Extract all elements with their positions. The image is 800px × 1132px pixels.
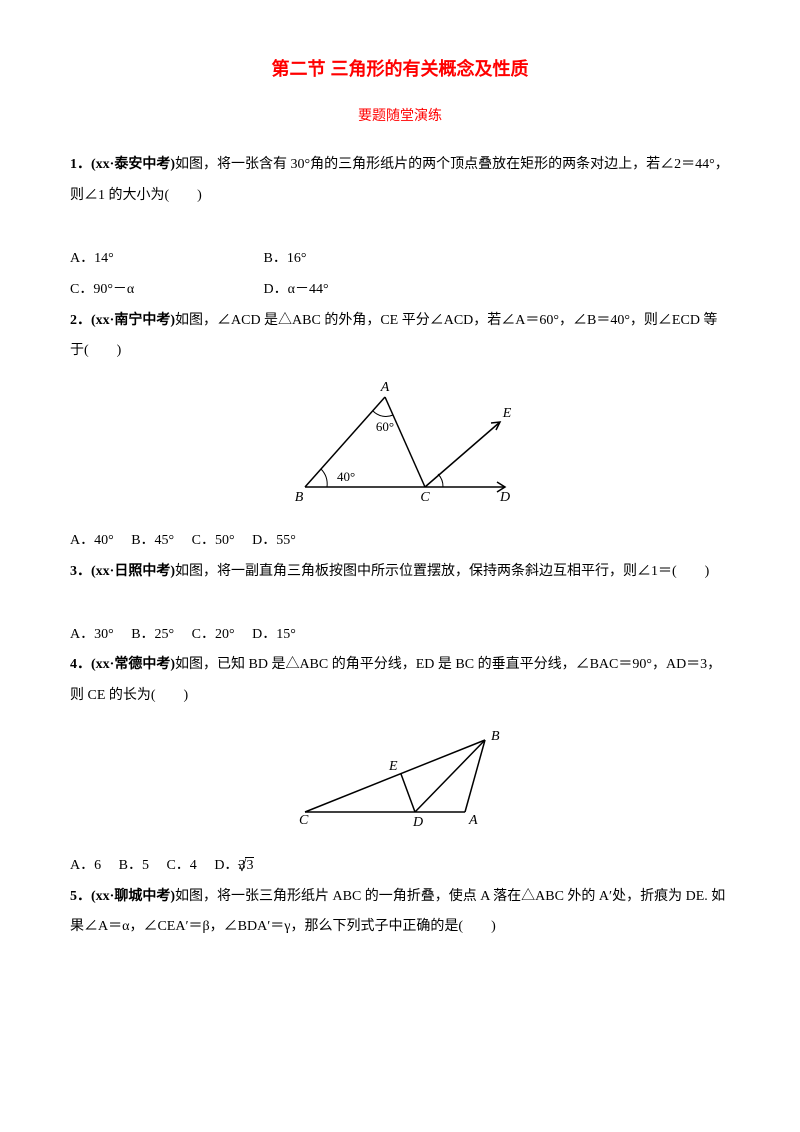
question-1: 1．(xx·泰安中考)如图，将一张含有 30°角的三角形纸片的两个顶点叠放在矩形… [70,150,730,212]
fig2-label-B: B [295,490,304,505]
q2-options: A．40° B．45° C．50° D．55° [70,526,730,557]
q1-src: (xx·泰安中考) [91,157,175,172]
q3-opt-b: B．25° [131,627,174,642]
figure-2: A B C D E 60° 40° [70,377,730,520]
q3-src: (xx·日照中考) [91,564,175,579]
q4-opt-c: C．4 [166,858,196,873]
fig4-label-E: E [388,759,398,774]
question-5: 5．(xx·聊城中考)如图，将一张三角形纸片 ABC 的一角折叠，使点 A 落在… [70,882,730,944]
fig2-label-A: A [380,380,390,395]
figure-4: C D A B E [70,722,730,845]
q4-opt-d: D．33√ [214,858,254,873]
q5-src: (xx·聊城中考) [91,889,175,904]
fig2-label-E: E [502,406,512,421]
q3-opt-d: D．15° [252,627,296,642]
q2-opt-a: A．40° [70,533,114,548]
question-3: 3．(xx·日照中考)如图，将一副直角三角板按图中所示位置摆放，保持两条斜边互相… [70,557,730,588]
q5-num: 5． [70,889,91,904]
q4-options: A．6 B．5 C．4 D．33√ [70,851,730,882]
q4-opt-a: A．6 [70,858,101,873]
question-2: 2．(xx·南宁中考)如图，∠ACD 是△ABC 的外角，CE 平分∠ACD，若… [70,306,730,368]
q1-opt-c: C．90°－α [70,275,260,306]
q2-opt-c: C．50° [192,533,235,548]
q2-src: (xx·南宁中考) [91,313,175,328]
q3-options: A．30° B．25° C．20° D．15° [70,620,730,651]
fig2-label-C: C [420,490,430,505]
fig4-label-B: B [491,729,500,744]
q3-text: 如图，将一副直角三角板按图中所示位置摆放，保持两条斜边互相平行，则∠1＝( ) [175,564,709,579]
q2-opt-d: D．55° [252,533,296,548]
fig4-label-D: D [412,815,423,830]
q1-options-row2: C．90°－α D．α－44° [70,275,730,306]
page-title: 第二节 三角形的有关概念及性质 [70,50,730,90]
q4-num: 4． [70,657,91,672]
q3-opt-c: C．20° [192,627,235,642]
q1-opt-d: D．α－44° [264,275,454,306]
fig4-label-A: A [468,813,478,828]
q1-opt-b: B．16° [264,244,454,275]
page-subtitle: 要题随堂演练 [70,100,730,131]
q4-opt-b: B．5 [119,858,149,873]
q2-num: 2． [70,313,91,328]
q1-opt-a: A．14° [70,244,260,275]
fig2-label-D: D [499,490,510,505]
q3-num: 3． [70,564,91,579]
q1-num: 1． [70,157,91,172]
fig2-angle-60: 60° [376,419,394,434]
fig4-label-C: C [299,813,309,828]
q2-opt-b: B．45° [131,533,174,548]
question-4: 4．(xx·常德中考)如图，已知 BD 是△ABC 的角平分线，ED 是 BC … [70,650,730,712]
q4-src: (xx·常德中考) [91,657,175,672]
q1-options-row1: A．14° B．16° [70,244,730,275]
q3-opt-a: A．30° [70,627,114,642]
fig2-angle-40: 40° [337,469,355,484]
